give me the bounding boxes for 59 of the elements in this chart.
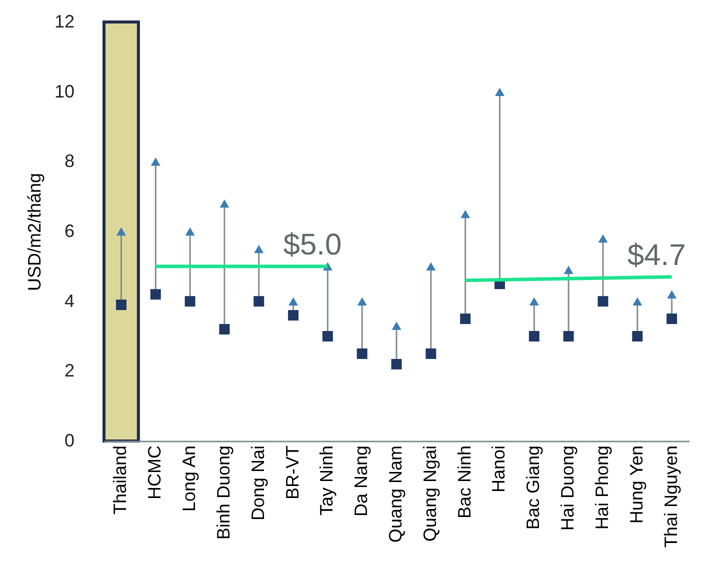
- x-tick-label: Binh Duong: [213, 446, 234, 540]
- x-tick-label: Quang Ngai: [420, 446, 440, 542]
- point: [563, 331, 574, 342]
- y-tick-label: 10: [54, 81, 74, 102]
- point: [632, 331, 643, 342]
- point: [528, 331, 540, 342]
- y-tick-label: 4: [64, 290, 74, 311]
- x-tick-label: Quang Nam: [386, 446, 406, 543]
- x-tick-label: Hai Duong: [558, 446, 578, 531]
- point: [598, 296, 608, 307]
- y-tick-label: 2: [64, 360, 74, 381]
- point: [426, 348, 436, 359]
- point: [391, 358, 402, 370]
- point: [116, 300, 126, 310]
- point: [254, 244, 264, 254]
- point: [460, 210, 470, 218]
- point: [150, 158, 160, 166]
- point: [667, 290, 677, 298]
- point: [494, 88, 504, 96]
- x-tick-label: Hai Phong: [592, 446, 612, 530]
- x-tick-label: Dong Nai: [248, 446, 268, 521]
- x-tick-label: Tay Ninh: [316, 446, 337, 516]
- point: [150, 289, 161, 300]
- point: [666, 314, 678, 324]
- point: [288, 310, 299, 321]
- point: [184, 296, 196, 307]
- x-tick-label: HCMC: [144, 446, 165, 500]
- x-tick-label: BR-VT: [282, 445, 302, 500]
- annotation: $4.7: [627, 238, 686, 272]
- y-axis-title: USD/m2/tháng: [24, 172, 44, 292]
- x-tick-label: Bac Giang: [523, 446, 544, 530]
- x-tick-label: Da Nang: [351, 446, 372, 517]
- x-tick-label: Long An: [179, 446, 200, 512]
- point: [598, 234, 608, 243]
- point: [322, 331, 333, 342]
- y-tick-label: 6: [64, 221, 74, 241]
- y-tick-label: 8: [64, 151, 74, 172]
- point: [219, 324, 230, 335]
- x-tick-label: Hung Yen: [626, 446, 646, 524]
- x-tick-label: Thai Nguyen: [660, 446, 681, 548]
- y-tick-label: 0: [64, 430, 74, 450]
- point: [254, 296, 264, 307]
- point: [185, 227, 195, 236]
- point: [116, 227, 126, 236]
- point: [529, 297, 539, 306]
- point: [356, 348, 368, 359]
- point: [426, 262, 436, 271]
- point: [357, 297, 367, 306]
- x-tick-label: Hanoi: [488, 446, 509, 493]
- point: [564, 266, 574, 274]
- point: [220, 199, 230, 208]
- x-tick-label: Thailand: [110, 446, 130, 515]
- point: [392, 322, 402, 330]
- point: [460, 314, 471, 324]
- annotation: $5.0: [283, 228, 342, 262]
- point: [288, 297, 298, 306]
- y-tick-label: 12: [54, 12, 74, 32]
- point: [632, 297, 642, 306]
- x-tick-label: Bac Ninh: [454, 446, 474, 519]
